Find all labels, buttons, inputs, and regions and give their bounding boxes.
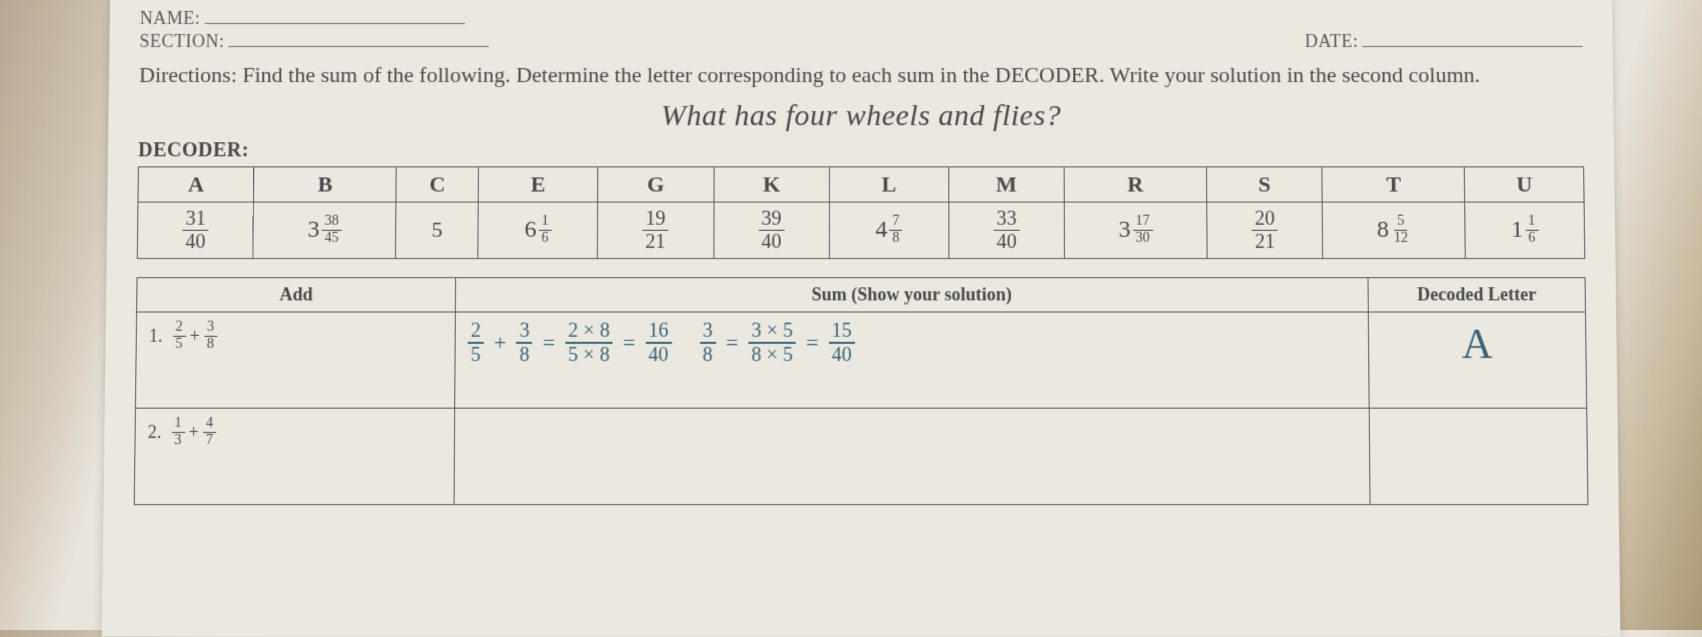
hw-eq: = bbox=[726, 329, 739, 355]
name-underline bbox=[204, 8, 464, 24]
directions-text: Directions: Find the sum of the followin… bbox=[139, 60, 1583, 91]
decoder-letter-cell: A bbox=[138, 167, 254, 202]
problem-1-number: 1. bbox=[149, 325, 163, 346]
riddle-text: What has four wheels and flies? bbox=[138, 99, 1583, 133]
decoder-letter-cell: M bbox=[948, 167, 1064, 202]
decoder-letter-cell: U bbox=[1464, 167, 1584, 202]
decoder-letter-cell: C bbox=[396, 167, 479, 202]
date-line: DATE: bbox=[1305, 31, 1583, 52]
name-label: NAME: bbox=[140, 8, 201, 29]
hw-frac: 1540 bbox=[829, 320, 855, 365]
work-2 bbox=[454, 408, 1370, 504]
decoder-letter-cell: T bbox=[1322, 167, 1465, 202]
hw-frac: 1640 bbox=[645, 320, 671, 365]
decoder-value-cell: 33845 bbox=[253, 202, 396, 258]
decoder-letter-cell: S bbox=[1206, 167, 1322, 202]
hw-plus: + bbox=[494, 329, 507, 355]
hw-frac: 2 × 85 × 8 bbox=[565, 320, 613, 365]
section-underline bbox=[228, 31, 488, 47]
col-header-sum: Sum (Show your solution) bbox=[455, 277, 1368, 311]
problem-1-frac-b: 3 8 bbox=[204, 320, 217, 351]
decoder-value-cell: 478 bbox=[829, 202, 948, 258]
problem-2-number: 2. bbox=[148, 422, 162, 443]
directions-prefix: Directions: bbox=[139, 62, 237, 87]
col-header-add: Add bbox=[137, 277, 456, 311]
decoder-letters-row: ABCEGKLMRSTU bbox=[138, 167, 1584, 202]
decoder-value-cell: 5 bbox=[396, 202, 479, 258]
section-line: SECTION: bbox=[139, 31, 488, 52]
solution-header-row: Add Sum (Show your solution) Decoded Let… bbox=[137, 277, 1586, 311]
hw-frac: 3 × 58 × 5 bbox=[748, 320, 796, 365]
problem-2-frac-b: 4 7 bbox=[203, 417, 216, 448]
decoder-letter-cell: E bbox=[479, 167, 598, 202]
letter-2 bbox=[1369, 408, 1588, 504]
plus-sign: + bbox=[188, 422, 198, 443]
hw-frac: 38 bbox=[516, 320, 532, 365]
solution-table: Add Sum (Show your solution) Decoded Let… bbox=[134, 277, 1589, 505]
problem-1: 1. 2 5 + 3 8 bbox=[135, 312, 455, 408]
decoded-letter-1: A bbox=[1381, 320, 1574, 369]
decoder-value-cell: 3140 bbox=[137, 202, 254, 258]
problem-2-frac-a: 1 3 bbox=[171, 417, 184, 448]
solution-row-1: 1. 2 5 + 3 8 25 + 38 = bbox=[135, 312, 1586, 408]
date-label: DATE: bbox=[1305, 31, 1359, 52]
problem-2: 2. 1 3 + 4 7 bbox=[134, 408, 454, 504]
worksheet-paper: NAME: SECTION: DATE: Directions: Find th… bbox=[102, 0, 1621, 637]
hw-eq: = bbox=[623, 329, 636, 355]
decoder-value-cell: 1921 bbox=[597, 202, 713, 258]
decoder-letter-cell: G bbox=[598, 167, 714, 202]
problem-1-frac-a: 2 5 bbox=[172, 320, 185, 351]
solution-row-2: 2. 1 3 + 4 7 bbox=[134, 408, 1588, 504]
work-1: 25 + 38 = 2 × 85 × 8 = 1640 38 = 3 × 58 … bbox=[455, 312, 1369, 408]
decoder-letter-cell: B bbox=[254, 167, 397, 202]
name-line: NAME: bbox=[140, 8, 1583, 29]
letter-1: A bbox=[1368, 312, 1587, 408]
plus-sign: + bbox=[190, 325, 200, 346]
decoder-value-cell: 8512 bbox=[1323, 202, 1466, 258]
hw-eq: = bbox=[543, 329, 556, 355]
decoder-label: DECODER: bbox=[138, 139, 1584, 162]
date-underline bbox=[1362, 31, 1582, 47]
hw-frac: 38 bbox=[700, 320, 716, 365]
hw-frac: 25 bbox=[468, 320, 484, 365]
decoder-letter-cell: R bbox=[1064, 167, 1206, 202]
decoder-value-cell: 3340 bbox=[949, 202, 1065, 258]
decoder-value-cell: 2021 bbox=[1207, 202, 1323, 258]
decoder-letter-cell: K bbox=[714, 167, 830, 202]
decoder-value-cell: 3940 bbox=[713, 202, 829, 258]
decoder-value-cell: 116 bbox=[1465, 202, 1585, 258]
directions-body: Find the sum of the following. Determine… bbox=[242, 62, 1480, 87]
section-label: SECTION: bbox=[139, 31, 224, 52]
decoder-table: ABCEGKLMRSTU 314033845561619213940478334… bbox=[137, 166, 1586, 259]
hw-eq: = bbox=[806, 329, 819, 355]
col-header-letter: Decoded Letter bbox=[1368, 277, 1586, 311]
decoder-letter-cell: L bbox=[829, 167, 948, 202]
decoder-value-cell: 616 bbox=[478, 202, 598, 258]
decoder-values-row: 3140338455616192139404783340317302021851… bbox=[137, 202, 1584, 258]
decoder-value-cell: 31730 bbox=[1064, 202, 1207, 258]
